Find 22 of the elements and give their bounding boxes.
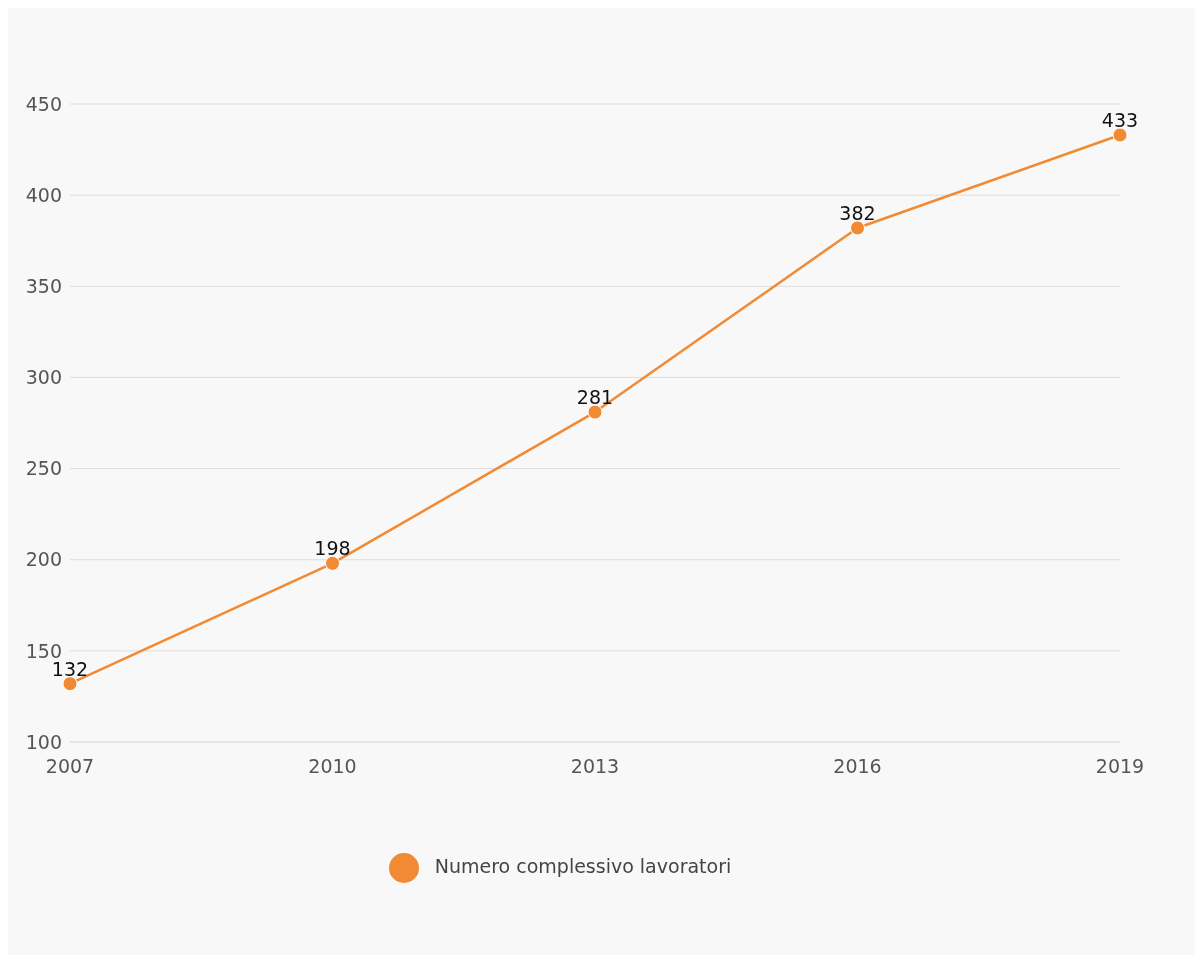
- point: [1112, 127, 1128, 143]
- point: [850, 220, 865, 236]
- data-label: 433: [1101, 108, 1139, 131]
- y-tick-label: 400: [25, 183, 62, 206]
- y-tick-label: 100: [25, 730, 62, 753]
- x-tick-label: 2019: [1095, 755, 1145, 778]
- x-tick-label: 2016: [833, 755, 882, 778]
- x-tick-label: 2010: [308, 755, 357, 778]
- point: [62, 676, 78, 692]
- y-tick-label: 250: [25, 457, 62, 480]
- y-tick-label: 350: [25, 275, 62, 298]
- x-tick-label: 2007: [45, 755, 95, 778]
- data-label: 281: [576, 386, 614, 409]
- y-tick-label: 450: [25, 92, 62, 115]
- data-label: 198: [314, 537, 351, 560]
- point: [587, 404, 603, 420]
- y-tick-label: 200: [25, 548, 62, 571]
- y-tick-label: 300: [25, 366, 62, 389]
- data-label: 382: [839, 201, 876, 224]
- point: [325, 555, 340, 571]
- legend-label: Numero complessivo lavoratori: [434, 854, 732, 877]
- x-tick-label: 2013: [570, 755, 620, 778]
